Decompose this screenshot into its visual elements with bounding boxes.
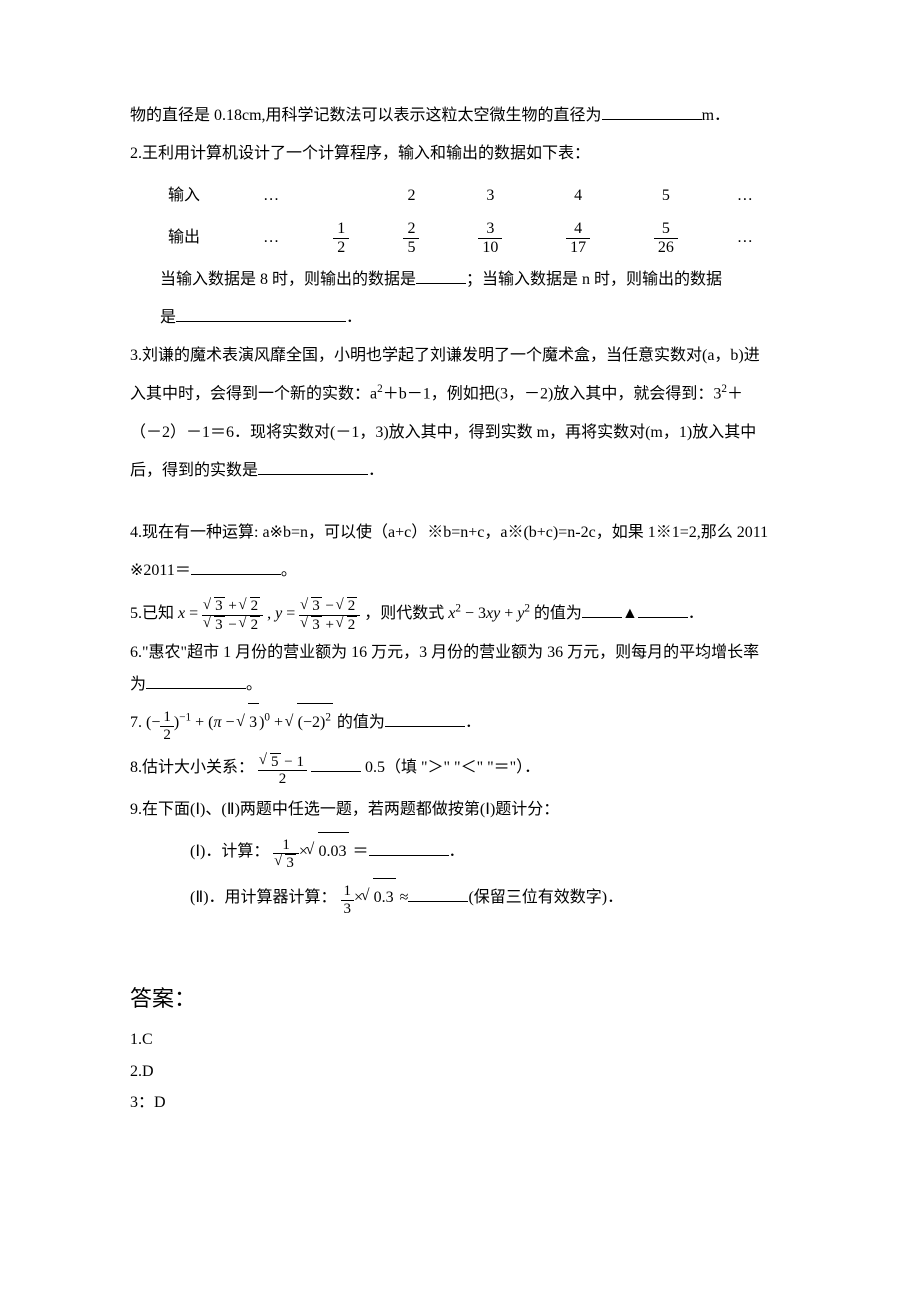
q9-expr2: 13×0.3: [341, 889, 400, 906]
q2-blank-1: [416, 267, 466, 284]
q2-out-0: 12: [306, 216, 376, 260]
q5-blank: [582, 601, 622, 618]
q5-line: 5.已知 x = 3 + 23 − 2 , y = 3 − 23 + 2 ，则代…: [130, 593, 790, 635]
q2-in-1: 2: [376, 176, 446, 216]
q2-in-4: 5: [622, 176, 710, 216]
q9-blank1: [369, 839, 449, 856]
page: 物的直径是 0.18cm,用科学记数法可以表示这粒太空微生物的直径为 m． 2.王…: [0, 0, 920, 1302]
q4-blank: [191, 558, 281, 575]
q2-row-input: 输入 … 2 3 4 5 …: [160, 176, 780, 216]
spacer: [130, 493, 790, 517]
q1-unit: m．: [702, 107, 730, 124]
q6-blank: [146, 672, 246, 689]
q5-expr-xy: x = 3 + 23 − 2 , y = 3 − 23 + 2: [178, 605, 364, 622]
q9-blank2: [408, 885, 468, 902]
q7-expr: (−12)−1 + (π − 3)0 + (−2)2: [146, 714, 337, 731]
q8-blank: [311, 755, 361, 772]
q2-row-output: 输出 … 12 25 310 417 526 …: [160, 216, 780, 260]
q3-l1: 3.刘谦的魔术表演风靡全国，小明也学起了刘谦发明了一个魔术盒，当任意实数对(a，…: [130, 340, 790, 372]
q2-in-2: 3: [447, 176, 535, 216]
q8-expr: 5 − 12: [258, 759, 311, 776]
q2-out-3: 417: [534, 216, 622, 260]
q2-intro: 2.王利用计算机设计了一个计算程序，输入和输出的数据如下表：: [130, 138, 790, 170]
q2-ellipsis: …: [236, 176, 306, 216]
q2-output-label: 输出: [160, 216, 236, 260]
q2-tail-1: 当输入数据是 8 时，则输出的数据是；当输入数据是 n 时，则输出的数据: [130, 264, 790, 296]
q6-l1: 6."惠农"超市 1 月份的营业额为 16 万元，3 月份的营业额为 36 万元…: [130, 640, 790, 666]
q3-l3: （－2）－1＝6．现将实数对(－1，3)放入其中，得到实数 m，再将实数对(m，…: [130, 417, 790, 449]
answers-heading: 答案：: [130, 977, 790, 1021]
ans-2: 2.D: [130, 1059, 790, 1085]
q3-blank: [258, 458, 368, 475]
q9-head: 9.在下面(Ⅰ)、(Ⅱ)两题中任选一题，若两题都做按第(Ⅰ)题计分：: [130, 794, 790, 826]
ans-1: 1.C: [130, 1027, 790, 1053]
q3-l4: 后，得到的实数是．: [130, 455, 790, 487]
q9-p1: (Ⅰ)．计算： 13×0.03 ＝．: [130, 832, 790, 872]
q2-out-2: 310: [447, 216, 535, 260]
q2-out-4: 526: [622, 216, 710, 260]
q7-blank: [385, 710, 465, 727]
q9-p2: (Ⅱ)．用计算器计算： 13×0.3 ≈(保留三位有效数字)．: [130, 878, 790, 918]
q7-line: 7. (−12)−1 + (π − 3)0 + (−2)2 的值为．: [130, 703, 790, 743]
triangle-icon: ▲: [622, 605, 638, 622]
q4-l1: 4.现在有一种运算: a※b=n，可以使（a+c）※b=n+c，a※(b+c)=…: [130, 517, 790, 549]
q2-in-0: [306, 176, 376, 216]
q2-ellipsis-r: …: [710, 176, 780, 216]
q4-l2: ※2011＝。: [130, 555, 790, 587]
q1-line: 物的直径是 0.18cm,用科学记数法可以表示这粒太空微生物的直径为 m．: [130, 100, 790, 132]
q2-out-1: 25: [376, 216, 446, 260]
q2-in-3: 4: [534, 176, 622, 216]
q3-l2: 入其中时，会得到一个新的实数：a2＋b－1，例如把(3，－2)放入其中，就会得到…: [130, 378, 790, 410]
q2-ellipsis-b: …: [236, 216, 306, 260]
q2-input-label: 输入: [160, 176, 236, 216]
q8-line: 8.估计大小关系： 5 − 12 0.5（填 "＞" "＜" "＝"）．: [130, 749, 790, 788]
q2-table: 输入 … 2 3 4 5 … 输出 … 12 25 310 417 526 …: [160, 176, 780, 260]
q1-blank: [602, 103, 702, 120]
q2-tail-2: 是．: [130, 302, 790, 334]
q9-expr1: 13×0.03: [273, 843, 352, 860]
q1-pre: 物的直径是 0.18cm,用科学记数法可以表示这粒太空微生物的直径为: [130, 107, 602, 124]
q2-blank-2: [176, 305, 346, 322]
q2-ellipsis-br: …: [710, 216, 780, 260]
q5-expr-poly: x2 − 3xy + y2: [448, 605, 530, 622]
ans-3: 3：D: [130, 1090, 790, 1116]
q6-l2: 为。: [130, 672, 790, 698]
